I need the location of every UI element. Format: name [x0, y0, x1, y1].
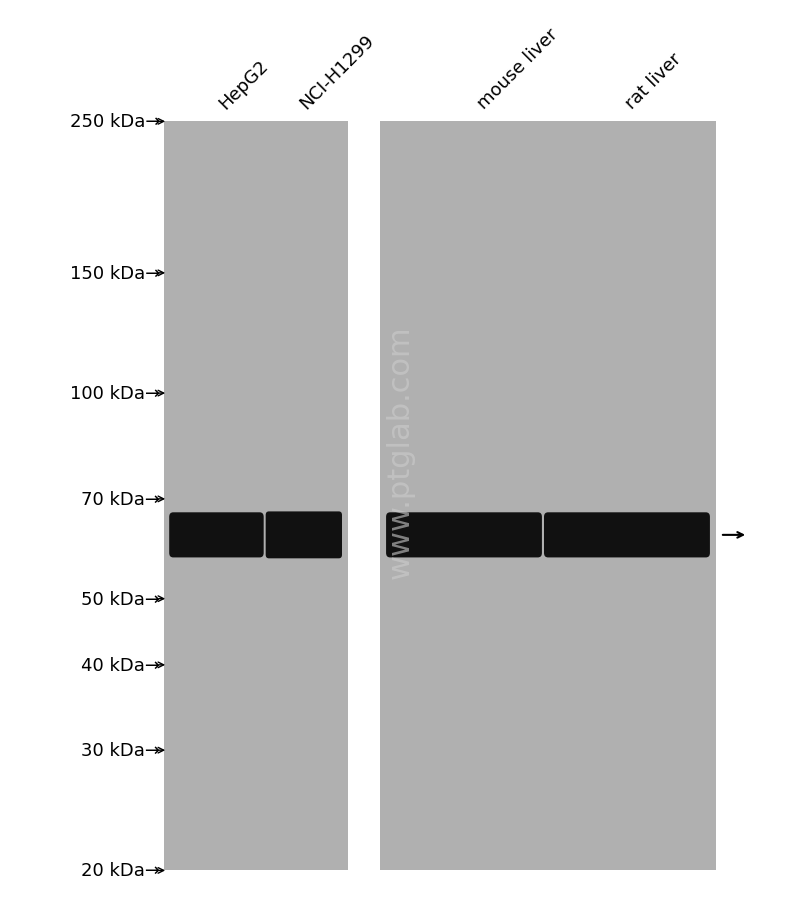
- Text: NCI-H1299: NCI-H1299: [297, 32, 378, 113]
- Text: 150 kDa→: 150 kDa→: [70, 264, 160, 282]
- FancyBboxPatch shape: [544, 512, 710, 557]
- Text: 70 kDa→: 70 kDa→: [81, 491, 160, 509]
- Text: 250 kDa→: 250 kDa→: [70, 114, 160, 131]
- Text: HepG2: HepG2: [215, 57, 272, 113]
- Text: 40 kDa→: 40 kDa→: [81, 656, 160, 674]
- FancyBboxPatch shape: [164, 122, 348, 870]
- FancyBboxPatch shape: [380, 122, 716, 870]
- FancyBboxPatch shape: [266, 511, 342, 558]
- FancyBboxPatch shape: [386, 512, 542, 557]
- FancyBboxPatch shape: [170, 512, 264, 557]
- Text: 20 kDa→: 20 kDa→: [81, 861, 160, 879]
- Text: rat liver: rat liver: [622, 51, 685, 113]
- Text: mouse liver: mouse liver: [474, 26, 562, 113]
- Text: 100 kDa→: 100 kDa→: [70, 384, 160, 402]
- Text: 30 kDa→: 30 kDa→: [81, 741, 160, 759]
- Text: 50 kDa→: 50 kDa→: [81, 590, 160, 608]
- Text: www.ptglab.com: www.ptglab.com: [386, 325, 414, 578]
